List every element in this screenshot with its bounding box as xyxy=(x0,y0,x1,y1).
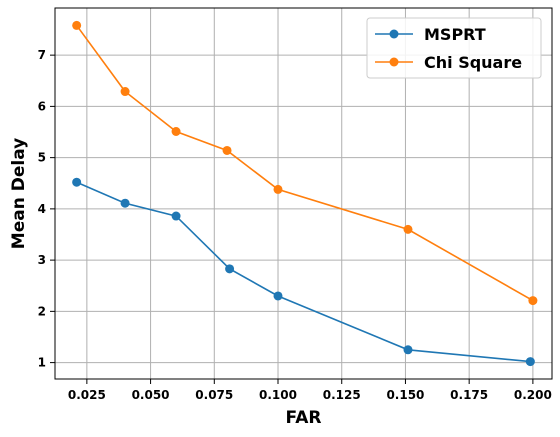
y-tick-label: 4 xyxy=(38,202,46,216)
data-point xyxy=(171,211,181,221)
data-point xyxy=(171,126,181,136)
y-tick-label: 3 xyxy=(38,253,46,267)
data-point xyxy=(273,184,283,194)
x-tick-label: 0.075 xyxy=(195,388,233,402)
legend-box xyxy=(366,17,542,79)
data-point xyxy=(120,198,130,208)
data-point xyxy=(273,291,283,301)
data-point xyxy=(528,296,538,306)
y-tick-label: 7 xyxy=(38,48,46,62)
x-tick-label: 0.100 xyxy=(259,388,297,402)
y-tick-label: 2 xyxy=(38,304,46,318)
data-point xyxy=(403,224,413,234)
y-tick-label: 6 xyxy=(38,99,46,113)
series-msprt xyxy=(72,177,535,367)
y-axis: 1 2 3 4 5 6 7 xyxy=(38,48,55,370)
legend-label: MSPRT xyxy=(424,25,486,44)
y-tick-label: 1 xyxy=(38,356,46,370)
legend: MSPRT Chi Square xyxy=(366,17,542,79)
x-axis-label: FAR xyxy=(286,408,322,428)
data-point xyxy=(222,145,232,155)
data-point xyxy=(120,87,130,97)
x-tick-label: 0.200 xyxy=(514,388,552,402)
series-chi-square xyxy=(72,20,538,306)
y-tick-label: 5 xyxy=(38,151,46,165)
series-layer xyxy=(72,20,538,367)
y-axis-label: Mean Delay xyxy=(9,138,29,249)
x-tick-label: 0.125 xyxy=(323,388,361,402)
data-point xyxy=(72,177,82,187)
legend-marker xyxy=(389,29,399,39)
x-tick-label: 0.025 xyxy=(68,388,106,402)
x-axis: 0.025 0.050 0.075 0.100 0.125 0.150 0.175 0.200 xyxy=(68,379,552,402)
data-point xyxy=(403,345,413,355)
x-tick-label: 0.175 xyxy=(450,388,488,402)
data-point xyxy=(225,264,235,274)
legend-label: Chi Square xyxy=(424,53,522,72)
plot-frame xyxy=(54,7,553,380)
x-tick-label: 0.150 xyxy=(386,388,424,402)
x-tick-label: 0.050 xyxy=(132,388,170,402)
data-point xyxy=(72,20,82,30)
legend-marker xyxy=(389,57,399,67)
data-point xyxy=(525,357,535,367)
